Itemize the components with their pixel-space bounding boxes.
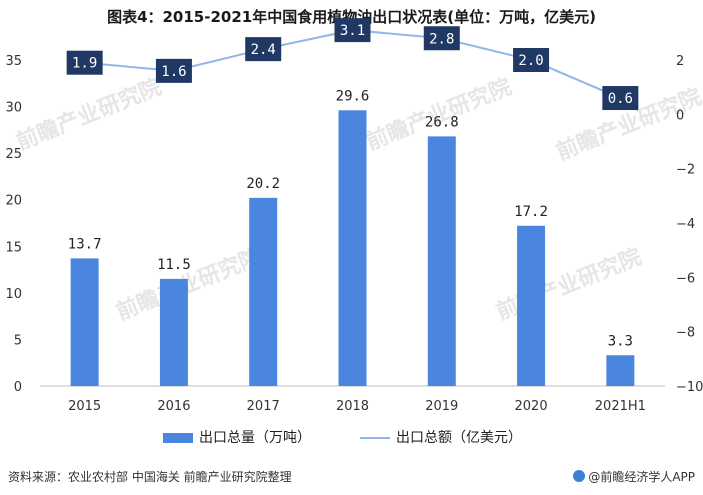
bar-value-label: 17.2 (514, 204, 548, 220)
legend-bar-label: 出口总量（万吨） (199, 430, 311, 446)
y-right-tick-label: −8 (676, 326, 695, 341)
y-left-tick-label: 5 (14, 333, 22, 348)
line-value-box (155, 58, 192, 83)
source-note: 资料来源：农业农村部 中国海关 前瞻产业研究院整理 (8, 470, 292, 484)
bar-series (70, 110, 635, 386)
bar-value-label: 29.6 (336, 88, 370, 104)
y-left-tick-label: 20 (5, 194, 22, 209)
bar-value-label: 20.2 (246, 176, 280, 192)
line-value-box (602, 86, 639, 111)
x-tick-label: 2016 (157, 399, 190, 414)
line-value-label: 1.9 (72, 56, 97, 72)
y-left-tick-label: 15 (5, 240, 22, 255)
y-right-tick-label: 0 (676, 108, 684, 123)
y-right-tick-label: −10 (676, 380, 703, 395)
chart-title: 图表4：2015-2021年中国食用植物油出口状况表(单位：万吨，亿美元) (107, 8, 596, 26)
line-value-label: 2.8 (429, 31, 454, 47)
y-left-tick-label: 10 (5, 287, 22, 302)
bar-value-label: 13.7 (68, 236, 102, 252)
line-value-box (334, 18, 371, 43)
y-left-tick-label: 0 (14, 380, 22, 395)
x-tick-label: 2018 (336, 399, 369, 414)
legend-bar-swatch (163, 433, 193, 443)
y-right-tick-label: 2 (676, 54, 684, 69)
line-value-box (66, 50, 103, 75)
line-value-label: 3.1 (340, 23, 365, 39)
legend: 出口总量（万吨） 出口总额（亿美元） (0, 428, 703, 448)
y-left-tick-label: 25 (5, 147, 22, 162)
y-right-tick-label: −4 (676, 217, 695, 232)
bar (517, 225, 546, 386)
line-value-box (513, 48, 550, 72)
bar-value-label: 3.3 (608, 333, 633, 349)
y-right-tick-label: −6 (676, 271, 695, 286)
credit: @前瞻经济学人APP (573, 468, 695, 485)
bar-value-label: 11.5 (157, 257, 191, 273)
data-labels: 13.7 11.5 20.2 29.6 26.8 17.2 3.3 1.9 1.6 2.4 3.1 2… (66, 18, 639, 349)
watermark-text: 前瞻产业研究院 (13, 74, 166, 156)
credit-text: @前瞻经济学人APP (588, 470, 695, 484)
y-left-tick-label: 35 (5, 54, 22, 69)
legend-line-swatch (360, 437, 390, 439)
legend-line-label: 出口总额（亿美元） (396, 430, 522, 446)
bar (427, 136, 456, 386)
x-tick-label: 2015 (68, 399, 101, 414)
line-value-box (423, 26, 460, 51)
line-value-label: 2.0 (518, 53, 543, 69)
bar (606, 355, 635, 386)
bar (70, 258, 99, 386)
watermark-text: 前瞻产业研究院 (493, 244, 646, 326)
x-tick-label: 2021H1 (595, 399, 646, 414)
app-logo-icon (573, 470, 586, 482)
bar (249, 197, 278, 386)
bar (159, 278, 188, 386)
line-value-label: 1.6 (161, 64, 186, 80)
line-value-label: 2.4 (251, 42, 276, 58)
line-value-box (245, 37, 282, 62)
x-tick-label: 2019 (425, 399, 458, 414)
y-left-tick-label: 30 (5, 101, 22, 116)
axes: 0 5 10 15 20 25 30 35 −10 −8 −6 −4 −2 0 2 2015 2016 2017 2… (5, 54, 703, 414)
bar (338, 110, 367, 386)
x-tick-label: 2020 (515, 399, 548, 414)
x-tick-label: 2017 (247, 399, 280, 414)
bar-value-label: 26.8 (425, 114, 459, 130)
y-right-tick-label: −2 (676, 163, 695, 178)
line-value-label: 0.6 (608, 91, 633, 107)
